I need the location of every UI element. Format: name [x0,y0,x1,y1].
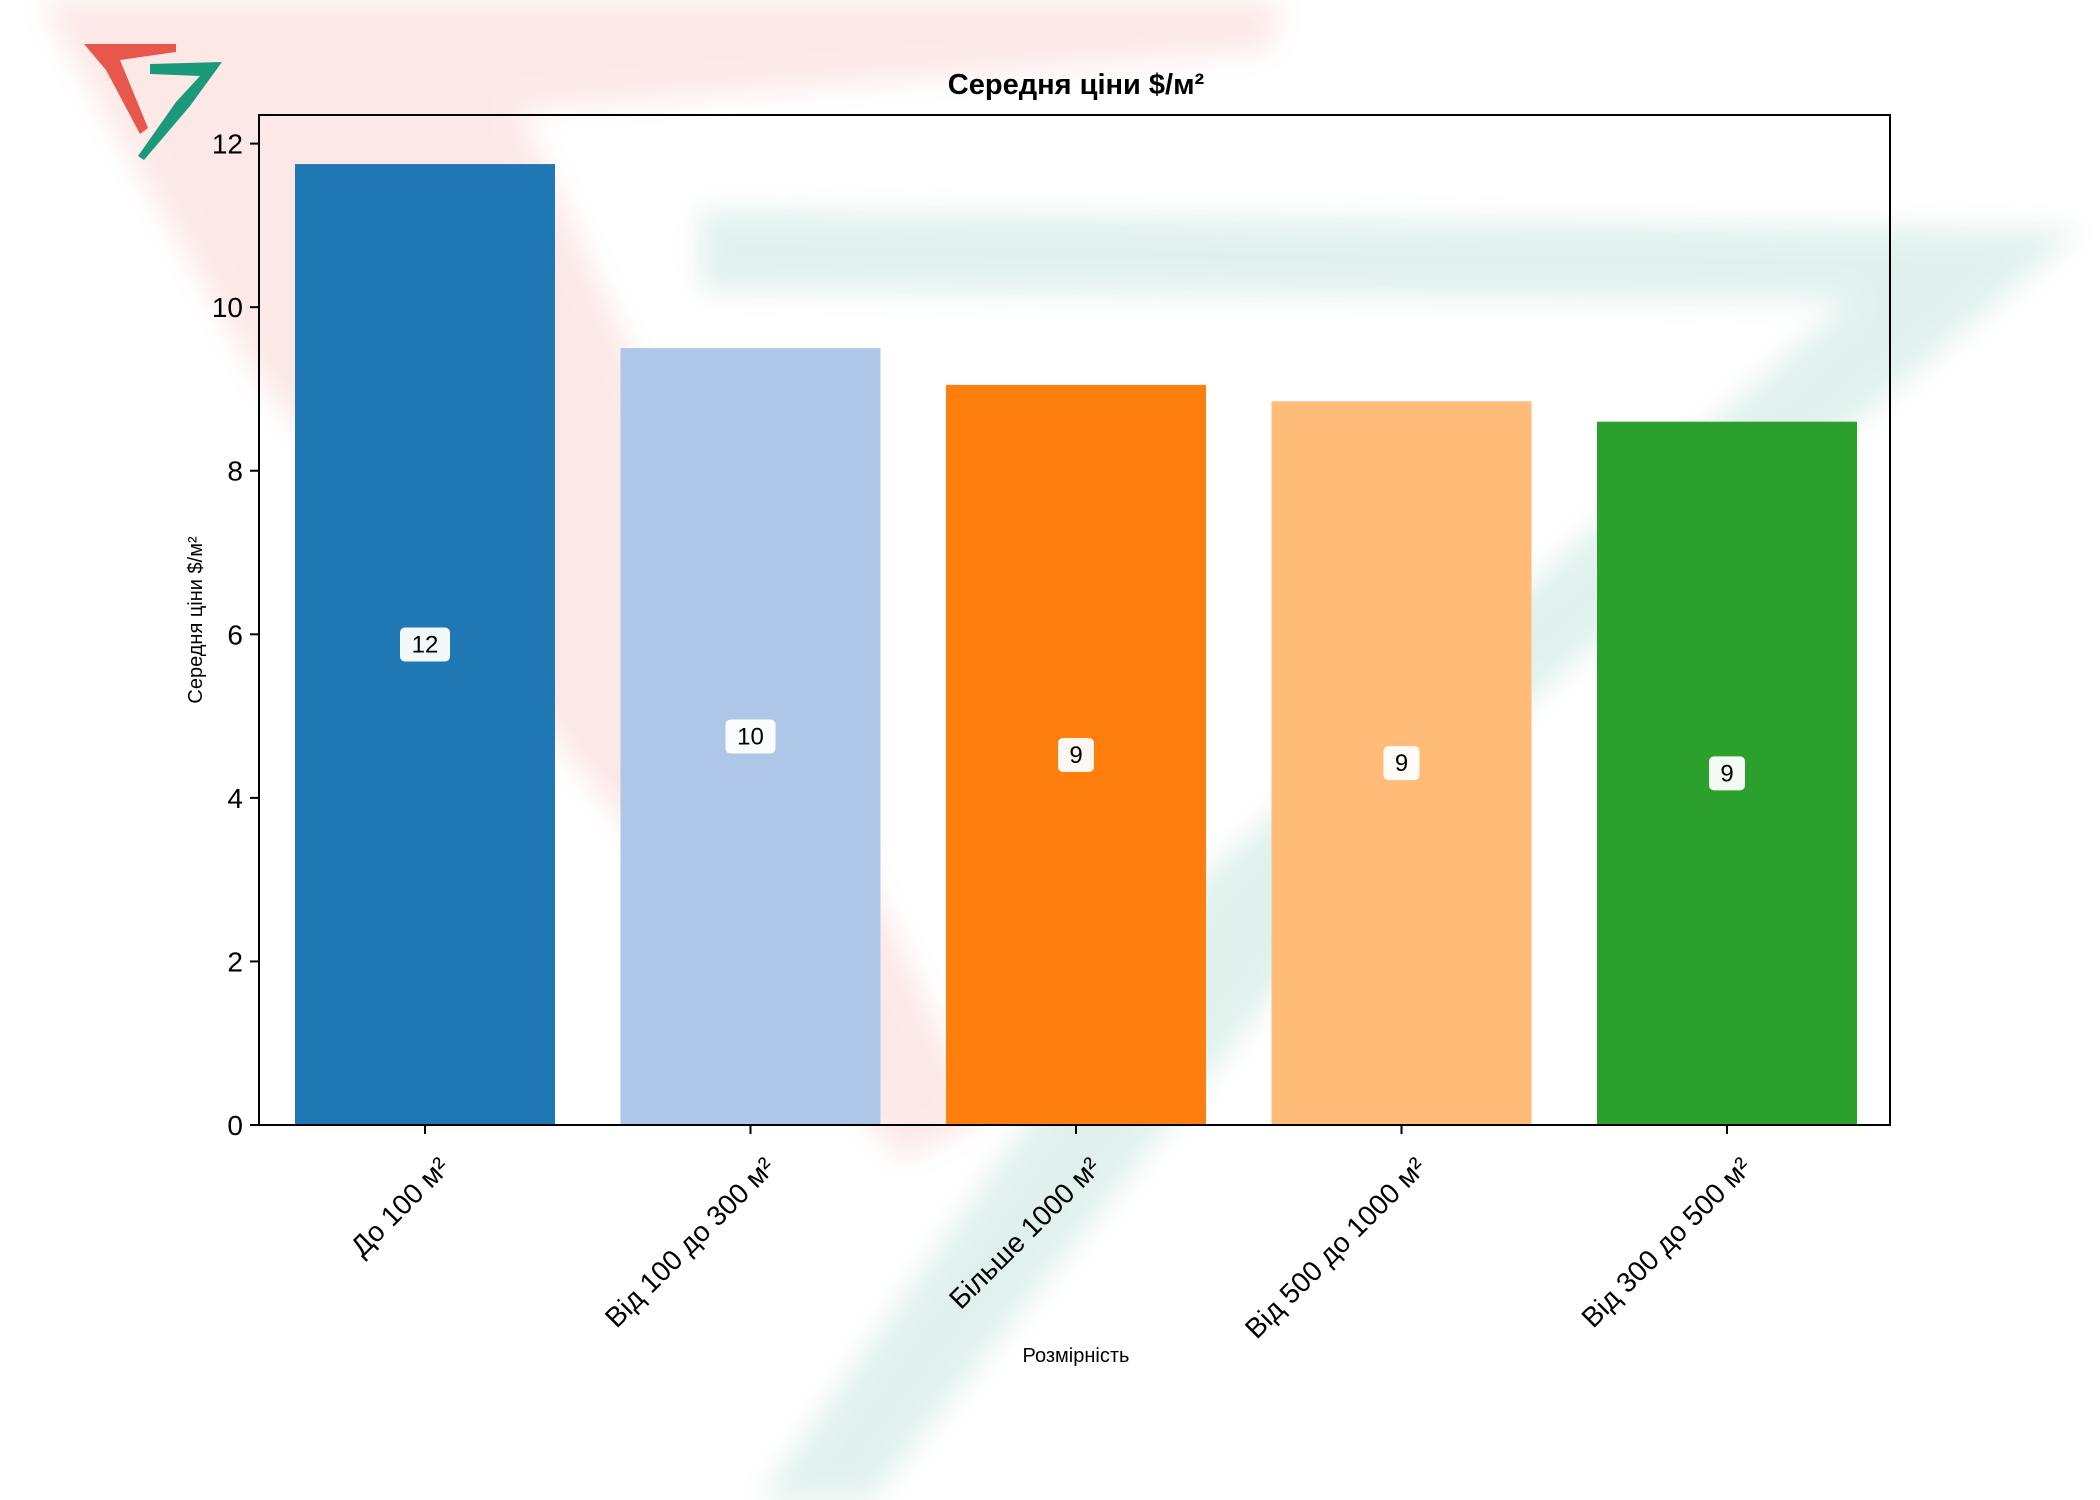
y-axis: 0 2 4 6 8 10 12 [212,129,259,1141]
x-tick-label: Від 300 до 500 м² [1575,1151,1757,1333]
data-label-box [1383,746,1420,781]
bars-group [295,164,1857,1126]
x-tick-label: Від 100 до 300 м² [599,1151,781,1333]
y-axis-title: Середня ціни $/м² [185,536,207,704]
y-tick-label: 4 [227,783,243,814]
logo-green-shape [138,62,222,160]
y-tick-label: 8 [227,456,243,487]
data-label-box [1709,756,1745,791]
y-tick-label: 0 [227,1110,243,1141]
y-tick-label: 10 [212,292,243,323]
y-tick-label: 12 [212,129,243,160]
data-label-box [400,627,450,662]
data-label: 9 [1069,742,1082,769]
y-tick-label: 2 [227,946,243,977]
x-tick-label: Від 500 до 1000 м² [1239,1151,1432,1344]
x-axis-title: Розмірність [1023,1345,1130,1367]
data-label-box [1058,737,1094,772]
data-label: 9 [1395,750,1408,777]
data-label-box [725,719,776,754]
x-tick-label: До 100 м² [345,1151,456,1262]
logo-red-shape [84,44,176,134]
watermark-green-swoosh [700,210,2080,1500]
data-label: 9 [1720,760,1733,787]
data-label: 10 [737,724,764,751]
data-label: 12 [412,632,439,659]
data-labels: 12 10 9 9 9 [400,627,1745,791]
company-logo [84,44,222,160]
y-tick-label: 6 [227,619,243,650]
chart-title: Середня ціни $/м² [948,69,1205,101]
plot-frame [258,114,1891,1126]
